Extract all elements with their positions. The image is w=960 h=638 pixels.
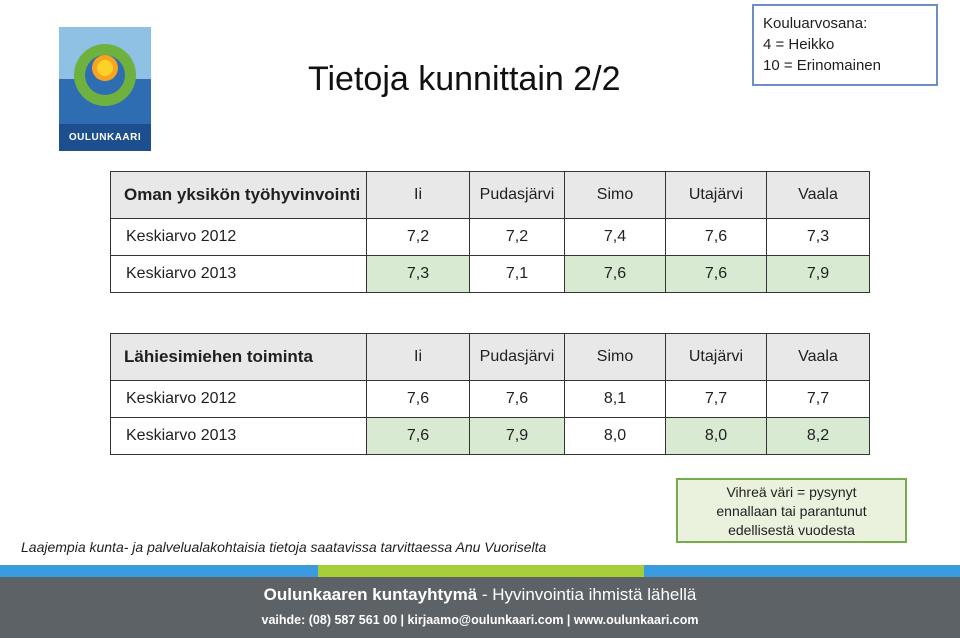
- logo-wordmark: OULUNKAARI: [59, 124, 151, 151]
- table-cell: 7,3: [766, 218, 870, 256]
- wellbeing-table: Oman yksikön työhyvinvointi Ii Pudasjärv…: [110, 171, 870, 293]
- table-cell: 7,6: [469, 380, 565, 418]
- column-header: Utajärvi: [665, 171, 767, 219]
- table-cell: 7,1: [469, 255, 565, 293]
- table-cell: 7,7: [665, 380, 767, 418]
- footer-title: Oulunkaaren kuntayhtymä - Hyvinvointia i…: [0, 585, 960, 605]
- table-cell: 7,6: [665, 218, 767, 256]
- table-cell-improved: 7,9: [766, 255, 870, 293]
- column-header: Vaala: [766, 333, 870, 381]
- table-cell: 8,1: [564, 380, 666, 418]
- footer-bar: Oulunkaaren kuntayhtymä - Hyvinvointia i…: [0, 577, 960, 638]
- green-legend-line: edellisestä vuodesta: [728, 522, 855, 538]
- green-legend-line: ennallaan tai parantunut: [716, 503, 867, 519]
- table-cell: 7,4: [564, 218, 666, 256]
- table-cell-improved: 7,3: [366, 255, 470, 293]
- table-cell: 7,7: [766, 380, 870, 418]
- footer-tagline: - Hyvinvointia ihmistä lähellä: [477, 585, 697, 604]
- column-header: Simo: [564, 333, 666, 381]
- row-label: Keskiarvo 2013: [110, 255, 367, 293]
- footer-stripe-green: [318, 565, 644, 577]
- table-row: Keskiarvo 2013 7,6 7,9 8,0 8,0 8,2: [110, 417, 870, 455]
- column-header: Ii: [366, 333, 470, 381]
- row-label: Keskiarvo 2013: [110, 417, 367, 455]
- page-title: Tietoja kunnittain 2/2: [308, 60, 621, 98]
- table-cell: 7,6: [366, 380, 470, 418]
- footer-stripe-blue: [0, 565, 318, 577]
- grade-legend-line: Kouluarvosana:: [763, 15, 868, 32]
- grade-legend-line: 4 = Heikko: [763, 36, 835, 53]
- supervisor-table: Lähiesimiehen toiminta Ii Pudasjärvi Sim…: [110, 333, 870, 455]
- table-title: Oman yksikön työhyvinvointi: [110, 171, 367, 219]
- sun-icon: [74, 44, 136, 106]
- table-cell: 7,2: [366, 218, 470, 256]
- row-label: Keskiarvo 2012: [110, 380, 367, 418]
- row-label: Keskiarvo 2012: [110, 218, 367, 256]
- table-row: Keskiarvo 2012 7,2 7,2 7,4 7,6 7,3: [110, 218, 870, 256]
- green-color-legend: Vihreä väri = pysynyt ennallaan tai para…: [676, 478, 907, 543]
- footer-contact: vaihde: (08) 587 561 00 | kirjaamo@oulun…: [261, 613, 699, 627]
- grade-legend-box: Kouluarvosana: 4 = Heikko 10 = Erinomain…: [752, 4, 938, 86]
- column-header: Pudasjärvi: [469, 333, 565, 381]
- table-title: Lähiesimiehen toiminta: [110, 333, 367, 381]
- column-header: Utajärvi: [665, 333, 767, 381]
- table-row: Keskiarvo 2013 7,3 7,1 7,6 7,6 7,9: [110, 255, 870, 293]
- table-cell-improved: 8,2: [766, 417, 870, 455]
- green-legend-line: Vihreä väri = pysynyt: [726, 484, 857, 500]
- table-cell-improved: 7,6: [665, 255, 767, 293]
- footer-org: Oulunkaaren kuntayhtymä: [263, 585, 478, 604]
- footer-stripe-blue: [644, 565, 960, 577]
- oulunkaari-logo: OULUNKAARI: [59, 27, 151, 151]
- column-header: Simo: [564, 171, 666, 219]
- grade-legend-line: 10 = Erinomainen: [763, 57, 881, 74]
- column-header: Pudasjärvi: [469, 171, 565, 219]
- table-header-row: Oman yksikön työhyvinvointi Ii Pudasjärv…: [110, 171, 870, 219]
- table-cell-improved: 7,9: [469, 417, 565, 455]
- column-header: Vaala: [766, 171, 870, 219]
- table-header-row: Lähiesimiehen toiminta Ii Pudasjärvi Sim…: [110, 333, 870, 381]
- table-cell-improved: 7,6: [564, 255, 666, 293]
- footnote: Laajempia kunta- ja palvelualakohtaisia …: [21, 539, 547, 555]
- table-row: Keskiarvo 2012 7,6 7,6 8,1 7,7 7,7: [110, 380, 870, 418]
- table-cell-improved: 8,0: [665, 417, 767, 455]
- table-cell-improved: 7,6: [366, 417, 470, 455]
- table-cell: 8,0: [564, 417, 666, 455]
- column-header: Ii: [366, 171, 470, 219]
- table-cell: 7,2: [469, 218, 565, 256]
